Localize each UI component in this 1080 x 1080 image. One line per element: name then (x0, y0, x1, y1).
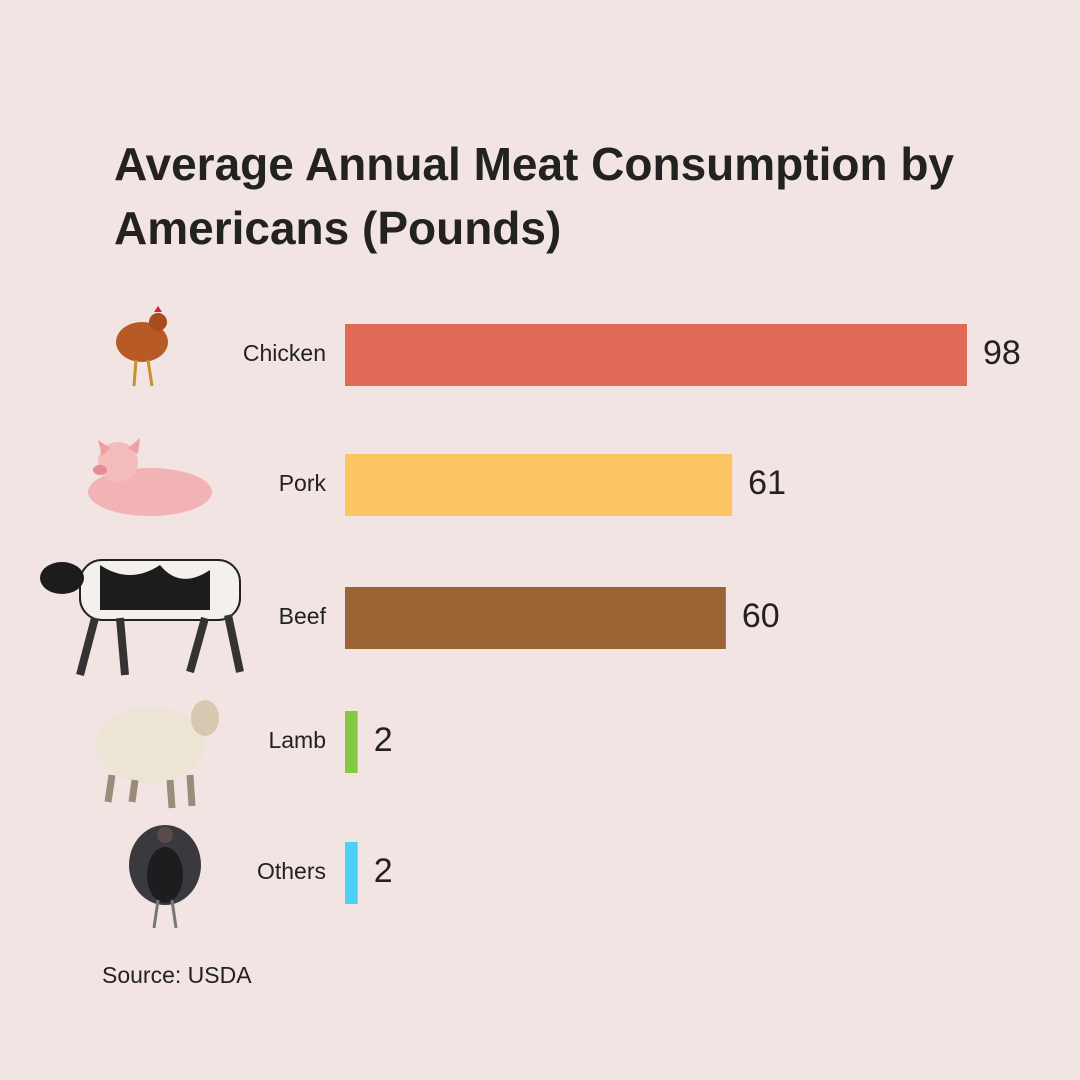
category-label: Pork (279, 470, 327, 496)
value-label: 2 (374, 852, 393, 890)
bar (345, 842, 358, 904)
value-label: 98 (983, 334, 1021, 372)
category-label: Lamb (268, 727, 326, 753)
value-label: 2 (374, 721, 393, 759)
category-label: Beef (279, 603, 327, 629)
chart-title: Average Annual Meat Consumption by Ameri… (114, 138, 955, 254)
source-note: Source: USDA (102, 962, 252, 988)
category-label: Others (257, 858, 326, 884)
value-label: 61 (748, 464, 786, 502)
animal-icon (40, 306, 244, 929)
value-label: 60 (742, 597, 780, 635)
bar (345, 324, 967, 386)
bar (345, 454, 733, 516)
bar (345, 587, 726, 649)
category-label: Chicken (243, 340, 326, 366)
bar (345, 711, 358, 773)
